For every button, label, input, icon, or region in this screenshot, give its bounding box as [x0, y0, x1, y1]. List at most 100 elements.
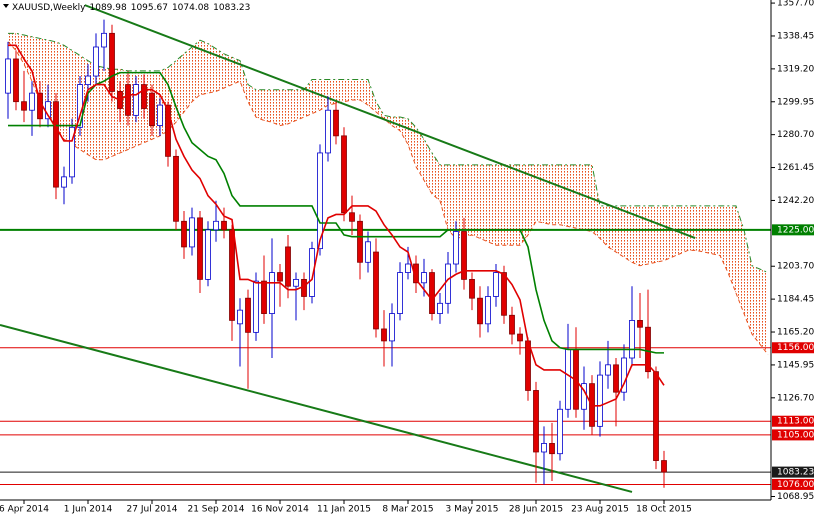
candle-body	[365, 241, 371, 263]
cloud-segment	[320, 79, 328, 111]
candle-body	[293, 278, 299, 287]
cloud-segment	[352, 79, 360, 100]
cloud-segment	[720, 205, 728, 273]
trend-line	[84, 4, 696, 239]
candle-body	[285, 246, 291, 287]
candle-body	[29, 92, 35, 111]
candle-body	[381, 328, 387, 342]
cloud-segment	[416, 127, 424, 181]
cloud-segment	[648, 205, 656, 265]
y-tick-label: 1145.95	[777, 360, 814, 370]
header-arrow	[3, 4, 9, 8]
candle-body	[197, 217, 203, 280]
candle-body	[509, 314, 515, 335]
candle-body	[261, 280, 267, 314]
candle-body	[469, 278, 475, 299]
candle-body	[549, 443, 555, 455]
y-tick-label: 1338.45	[777, 31, 814, 41]
candle-body	[61, 176, 67, 188]
candle-body	[69, 126, 75, 178]
cloud-segment	[280, 89, 288, 126]
candle-body	[317, 152, 323, 250]
cloud-segment	[256, 89, 264, 121]
candle-body	[429, 272, 435, 314]
cloud-segment	[480, 164, 488, 242]
cloud-segment	[576, 164, 584, 230]
level-label: 1156.00	[777, 343, 814, 353]
level-label-box	[772, 224, 814, 236]
cloud-segment	[96, 65, 104, 160]
candle-body	[533, 390, 539, 453]
candle-body	[621, 357, 627, 393]
candle-body	[13, 58, 19, 103]
level-label: 1105.00	[777, 430, 814, 440]
cloud-segment	[760, 269, 768, 355]
cloud-segment	[448, 164, 456, 239]
candle-body	[493, 272, 499, 297]
cloud-segment	[456, 164, 464, 239]
cloud-segment	[640, 205, 648, 266]
candle-body	[85, 75, 91, 85]
candle-body	[389, 313, 395, 342]
tenkan-sen	[8, 44, 665, 407]
plot-area	[0, 4, 771, 493]
candle-body	[453, 231, 459, 265]
x-tick-label: 23 Aug 2015	[571, 505, 629, 515]
candle-body	[645, 326, 651, 373]
cloud-segment	[536, 164, 544, 224]
candle-body	[597, 374, 603, 427]
cloud-segment	[8, 33, 16, 51]
level-label-box	[772, 478, 814, 490]
x-tick-label: 28 Jun 2015	[509, 505, 563, 515]
cloud-segment	[264, 89, 272, 123]
cloud-segment	[176, 53, 184, 123]
candle-body	[173, 155, 179, 222]
low-value: 1074.08	[172, 3, 209, 13]
cloud-segment	[24, 35, 32, 82]
candle-body	[501, 272, 507, 316]
y-tick-label: 1184.45	[777, 295, 814, 305]
cloud-segment	[184, 46, 192, 112]
chart-header: XAUUSD,Weekly 1089.98 1095.67 1074.08 1083.2…	[12, 3, 250, 13]
candle-body	[349, 212, 355, 222]
senkou-span-a	[7, 41, 769, 355]
candle-body	[229, 229, 235, 321]
cloud-segment	[592, 164, 600, 239]
candle-body	[213, 220, 219, 231]
x-tick-label: 3 May 2015	[446, 505, 499, 515]
candle-body	[101, 32, 107, 48]
cloud-segment	[208, 43, 216, 94]
cloud-segment	[752, 265, 760, 345]
cloud-segment	[368, 79, 376, 112]
level-label-box	[772, 342, 814, 354]
candle-body	[253, 280, 259, 333]
candle-body	[325, 109, 331, 154]
candle-body	[301, 278, 307, 297]
cloud-segment	[272, 89, 280, 126]
y-tick-label: 1280.70	[777, 130, 814, 140]
cloud-segment	[736, 205, 744, 314]
cloud-segment	[688, 205, 696, 251]
candle-body	[517, 333, 523, 342]
cloud-segment	[440, 164, 448, 230]
level-label: 1225.00	[777, 225, 814, 235]
candle-body	[613, 364, 619, 393]
candle-body	[141, 84, 147, 109]
candle-body	[661, 460, 667, 473]
cloud-segment	[464, 164, 472, 237]
candle-body	[373, 251, 379, 330]
candle-body	[157, 104, 163, 126]
close-value: 1083.23	[213, 3, 250, 13]
candle-body	[605, 364, 611, 376]
level-label: 1076.00	[777, 480, 814, 490]
cloud-segment	[512, 164, 520, 246]
cloud-segment	[296, 89, 304, 121]
level-label: 1083.23	[777, 468, 814, 478]
y-tick-label: 1357.70	[777, 0, 814, 9]
candle-body	[445, 263, 451, 304]
x-tick-label: 1 Jun 2014	[64, 505, 113, 515]
candle-body	[237, 309, 243, 325]
cloud-segment	[224, 53, 232, 89]
